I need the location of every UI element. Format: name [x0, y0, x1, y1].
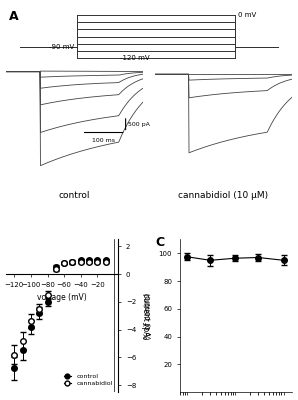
Y-axis label: current (pA): current (pA) [141, 292, 150, 339]
Text: -120 mV: -120 mV [120, 55, 150, 61]
Text: 100 ms: 100 ms [92, 138, 115, 143]
Text: control: control [59, 192, 91, 200]
Legend: control, cannabidiol: control, cannabidiol [61, 371, 115, 389]
Text: 500 pA: 500 pA [128, 122, 150, 127]
Text: C: C [155, 236, 164, 250]
Text: 0 mV: 0 mV [238, 12, 256, 18]
Text: -90 mV: -90 mV [49, 44, 74, 50]
X-axis label: voltage (mV): voltage (mV) [37, 293, 87, 302]
Text: A: A [9, 10, 18, 23]
Y-axis label: % of control: % of control [144, 293, 153, 339]
Text: cannabidiol (10 μM): cannabidiol (10 μM) [178, 192, 268, 200]
